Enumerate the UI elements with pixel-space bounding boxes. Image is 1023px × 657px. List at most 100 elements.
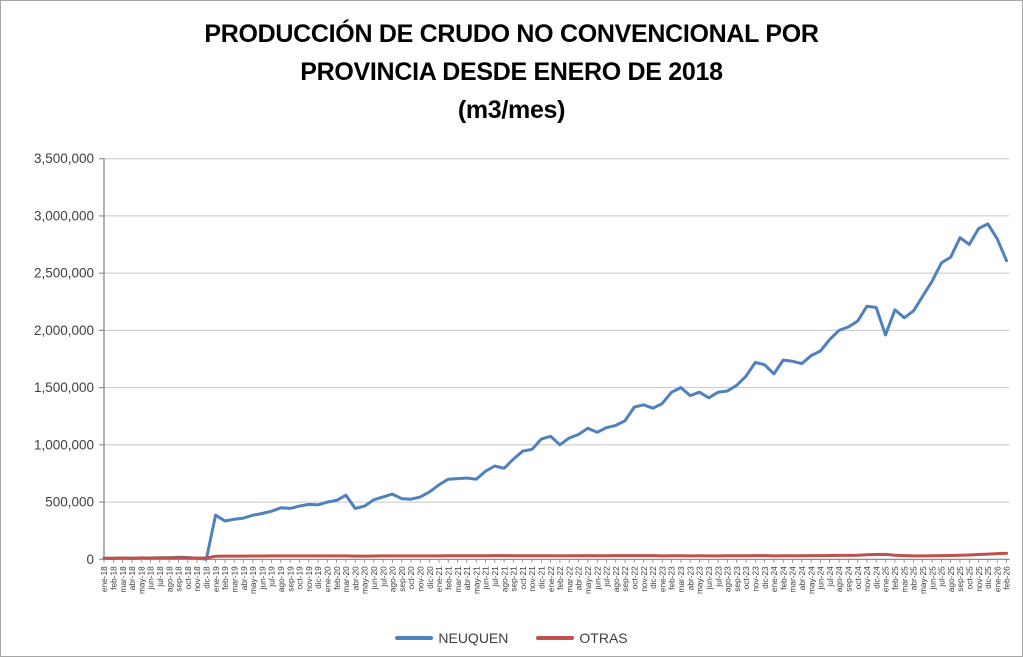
x-axis-label: dic-23 (760, 566, 770, 589)
x-axis-label: feb-22 (555, 566, 565, 590)
x-axis-label: abr-22 (574, 566, 584, 590)
x-axis-label: dic-24 (871, 566, 881, 589)
x-axis-label: jun-23 (704, 566, 714, 590)
x-axis-label: jun-24 (816, 566, 826, 590)
x-axis-label: ago-19 (276, 566, 286, 592)
x-axis-label: sep-25 (955, 566, 965, 592)
x-axis-label: nov-24 (862, 566, 872, 592)
x-axis-label: ene-23 (657, 566, 667, 592)
x-axis-label: nov-25 (974, 566, 984, 592)
x-axis-label: ago-20 (388, 566, 398, 592)
x-axis-label: feb-24 (778, 566, 788, 590)
x-axis-label: oct-23 (741, 566, 751, 589)
x-axis-label: sep-23 (732, 566, 742, 592)
y-axis-label: 2,000,000 (34, 323, 94, 338)
x-axis-label: abr-20 (350, 566, 360, 590)
x-axis-label: mar-22 (564, 566, 574, 593)
x-axis-label: sep-22 (620, 566, 630, 592)
x-axis-label: jul-20 (378, 566, 388, 588)
x-axis-label: abr-25 (909, 566, 919, 590)
otras-line-swatch (536, 636, 575, 640)
y-axis-label: 2,500,000 (34, 266, 94, 281)
x-axis-label: oct-18 (183, 566, 193, 589)
x-axis-label: mar-24 (788, 566, 798, 593)
x-axis-label: ago-25 (946, 566, 956, 592)
chart-title: PRODUCCIÓN DE CRUDO NO CONVENCIONAL POR … (204, 20, 819, 124)
x-axis-label: jun-25 (927, 566, 937, 590)
chart-legend: NEUQUEN OTRAS (1, 630, 1022, 646)
x-axis-label: may-25 (918, 566, 928, 594)
x-axis-label: ene-20 (322, 566, 332, 592)
x-axis-label: feb-26 (1002, 566, 1012, 590)
x-axis-label: sep-21 (509, 566, 519, 592)
x-axis-label: dic-19 (313, 566, 323, 589)
x-axis-label: ago-21 (499, 566, 509, 592)
x-axis-label: oct-20 (406, 566, 416, 589)
neuquen-series-line (102, 222, 1008, 561)
x-axis-label: ago-23 (723, 566, 733, 592)
x-axis-label: ene-22 (546, 566, 556, 592)
x-axis-label: ene-25 (881, 566, 891, 592)
x-axis-label: jun-20 (369, 566, 379, 590)
x-axis-label: ago-22 (611, 566, 621, 592)
x-axis-label: dic-21 (536, 566, 546, 589)
x-axis-label: nov-18 (192, 566, 202, 592)
x-axis-label: oct-21 (518, 566, 528, 589)
x-axis-label: may-20 (360, 566, 370, 594)
x-axis-label: jul-19 (267, 566, 277, 588)
legend-item-otras: OTRAS (536, 630, 628, 646)
x-axis-label: dic-25 (983, 566, 993, 589)
x-axis-label: feb-18 (109, 566, 119, 590)
x-axis-label: feb-19 (220, 566, 230, 590)
x-axis-label: may-23 (695, 566, 705, 594)
x-axis-label: nov-22 (639, 566, 649, 592)
x-axis-label: jun-22 (592, 566, 602, 590)
x-axis-label: nov-23 (750, 566, 760, 592)
x-axis-label: feb-20 (332, 566, 342, 590)
x-axis-label: mar-21 (453, 566, 463, 593)
x-axis-label: jul-24 (825, 566, 835, 588)
neuquen-line-swatch (395, 636, 434, 640)
x-axis-label: jun-18 (146, 566, 156, 590)
x-axis-label: nov-19 (304, 566, 314, 592)
x-axis-label: sep-24 (844, 566, 854, 592)
y-axis-label: 3,500,000 (34, 151, 94, 166)
x-axis-label: may-22 (583, 566, 593, 594)
x-axis-label: jul-22 (602, 566, 612, 588)
x-axis-label: may-19 (248, 566, 258, 594)
y-axis-label: 1,000,000 (34, 437, 94, 452)
x-axis-label: oct-25 (964, 566, 974, 589)
x-axis-label: oct-24 (853, 566, 863, 589)
x-axis-label: ene-24 (769, 566, 779, 592)
x-axis-label: ene-21 (434, 566, 444, 592)
x-axis-label: nov-21 (527, 566, 537, 592)
x-axis-label: dic-18 (202, 566, 212, 589)
x-axis-label: jun-19 (257, 566, 267, 590)
x-axis-label: jul-21 (490, 566, 500, 588)
x-axis-label: mar-19 (229, 566, 239, 593)
x-axis-label: abr-23 (685, 566, 695, 590)
x-axis-label: may-21 (471, 566, 481, 594)
legend-label-otras: OTRAS (579, 630, 628, 646)
x-axis-label: ago-24 (834, 566, 844, 592)
x-axis-label: abr-21 (462, 566, 472, 590)
x-axis-label: mar-20 (341, 566, 351, 593)
x-axis-label: jun-21 (481, 566, 491, 590)
x-axis-label: mar-23 (676, 566, 686, 593)
y-axis-label: 1,500,000 (34, 380, 94, 395)
x-axis-label: abr-24 (797, 566, 807, 590)
x-axis-label: ene-19 (211, 566, 221, 592)
x-axis-label: nov-20 (416, 566, 426, 592)
x-axis-label: oct-22 (630, 566, 640, 589)
x-axis-label: dic-22 (648, 566, 658, 589)
legend-label-neuquen: NEUQUEN (438, 630, 509, 646)
x-axis-label: feb-23 (667, 566, 677, 590)
y-axis-label: 0 (86, 552, 94, 567)
x-axis-label: sep-20 (397, 566, 407, 592)
x-axis-label: jul-18 (155, 566, 165, 588)
otras-series-line (102, 551, 1008, 560)
x-axis-label: jul-23 (713, 566, 723, 588)
x-axis-label: may-18 (136, 566, 146, 594)
